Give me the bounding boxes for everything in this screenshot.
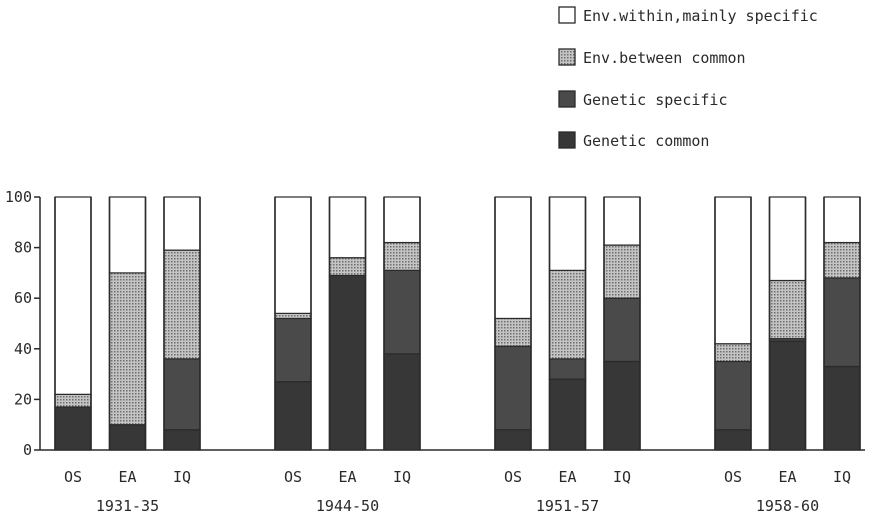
bar-segment-genetic-common bbox=[823, 365, 861, 451]
group-label: 1951-57 bbox=[536, 497, 599, 515]
bar-segment-env-within bbox=[714, 196, 752, 345]
bar-label: EA bbox=[338, 468, 356, 486]
legend-label: Env.within,mainly specific bbox=[583, 7, 818, 25]
bar-segment-env-between bbox=[768, 279, 807, 340]
bar-segment-env-within bbox=[274, 196, 312, 314]
y-tick-label: 80 bbox=[14, 239, 32, 257]
bar-segment-env-between bbox=[274, 312, 312, 320]
legend-swatch bbox=[558, 6, 576, 24]
legend: Env.within,mainly specific Env.between co… bbox=[558, 6, 818, 150]
bar-segment-genetic-specific bbox=[603, 297, 641, 363]
bar-segment-genetic-specific bbox=[823, 277, 861, 368]
bar-label: IQ bbox=[833, 468, 851, 486]
bars bbox=[54, 196, 861, 451]
group-label: 1931-35 bbox=[96, 497, 159, 515]
bar-segment-env-within bbox=[494, 196, 532, 320]
bar-segment-genetic-common bbox=[54, 406, 92, 451]
bar-segment-env-within bbox=[54, 196, 92, 395]
bar-segment-env-between bbox=[823, 241, 861, 279]
legend-swatch bbox=[558, 48, 576, 66]
bar-segment-genetic-specific bbox=[163, 358, 201, 431]
legend-swatch bbox=[558, 90, 576, 108]
x-axis-labels: OS EA IQ 1931-35 OS EA IQ 1944-50 OS EA IQ 1951-57 O… bbox=[64, 468, 851, 515]
bar-segment-env-between bbox=[54, 393, 92, 408]
legend-label: Genetic specific bbox=[583, 91, 728, 109]
legend-label: Env.between common bbox=[583, 49, 746, 67]
bar-segment-genetic-common bbox=[163, 429, 201, 451]
y-tick-label: 40 bbox=[14, 340, 32, 358]
bar-segment-genetic-common bbox=[328, 274, 367, 451]
bar-label: IQ bbox=[393, 468, 411, 486]
bar-segment-env-within bbox=[163, 196, 201, 251]
legend-label: Genetic common bbox=[583, 132, 709, 150]
bar-segment-env-within bbox=[823, 196, 861, 244]
group-label: 1944-50 bbox=[316, 497, 379, 515]
bar-segment-env-within bbox=[108, 196, 147, 274]
bar-label: OS bbox=[504, 468, 522, 486]
bar-segment-env-within bbox=[328, 196, 367, 259]
bar-label: OS bbox=[724, 468, 742, 486]
bar-segment-env-between bbox=[108, 272, 147, 426]
bar-segment-genetic-common bbox=[108, 424, 147, 451]
bar-label: OS bbox=[64, 468, 82, 486]
bar-label: OS bbox=[284, 468, 302, 486]
bar-segment-env-between bbox=[328, 257, 367, 277]
bar-segment-genetic-specific bbox=[274, 317, 312, 383]
bar-label: IQ bbox=[613, 468, 631, 486]
bar-segment-genetic-common bbox=[383, 353, 421, 451]
bar-segment-genetic-common bbox=[768, 340, 807, 451]
y-tick-label: 60 bbox=[14, 289, 32, 307]
bar-segment-env-within bbox=[383, 196, 421, 244]
bar-segment-genetic-common bbox=[603, 360, 641, 451]
bar-label: EA bbox=[558, 468, 576, 486]
bar-segment-env-within bbox=[768, 196, 807, 282]
bar-segment-env-between bbox=[383, 241, 421, 271]
bar-segment-genetic-specific bbox=[548, 358, 587, 380]
bar-segment-genetic-specific bbox=[383, 269, 421, 355]
bar-segment-genetic-common bbox=[274, 381, 312, 451]
bar-segment-env-within bbox=[548, 196, 587, 271]
bar-segment-env-between bbox=[603, 244, 641, 299]
legend-swatch bbox=[558, 131, 576, 149]
bar-segment-env-between bbox=[548, 269, 587, 360]
bar-label: IQ bbox=[173, 468, 191, 486]
bar-segment-genetic-specific bbox=[494, 345, 532, 431]
group-label: 1958-60 bbox=[756, 497, 819, 515]
bar-segment-env-within bbox=[603, 196, 641, 246]
bar-label: EA bbox=[778, 468, 796, 486]
y-tick-label: 0 bbox=[23, 441, 32, 459]
bar-segment-env-between bbox=[714, 343, 752, 363]
bar-segment-genetic-specific bbox=[714, 360, 752, 431]
bar-segment-genetic-common bbox=[548, 378, 587, 451]
bar-segment-env-between bbox=[494, 317, 532, 347]
bar-segment-genetic-common bbox=[494, 429, 532, 451]
bar-segment-genetic-common bbox=[714, 429, 752, 451]
y-tick-label: 100 bbox=[5, 188, 32, 206]
y-tick-label: 20 bbox=[14, 390, 32, 408]
bar-segment-env-between bbox=[163, 249, 201, 360]
bar-label: EA bbox=[118, 468, 136, 486]
